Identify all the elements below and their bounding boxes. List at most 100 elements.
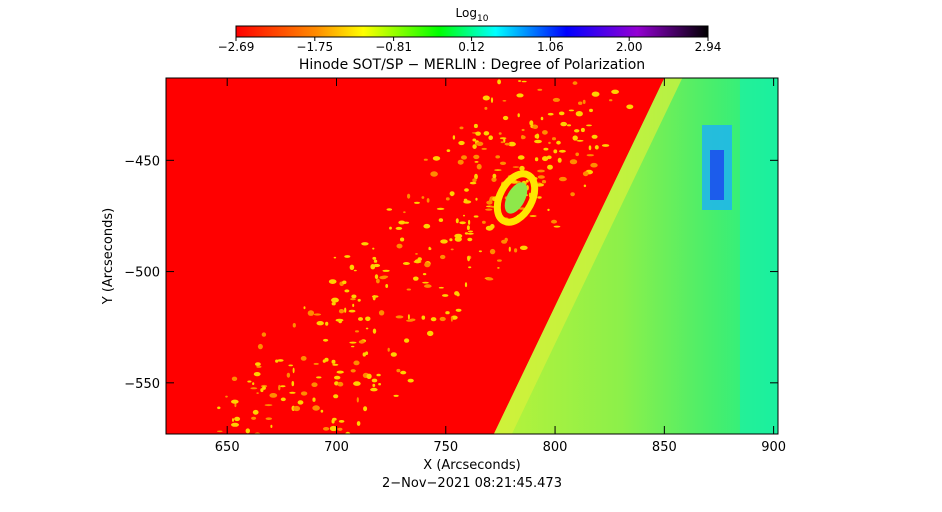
plage-speckle bbox=[518, 80, 522, 82]
plage-speckle bbox=[287, 446, 289, 451]
plage-speckle bbox=[458, 140, 465, 146]
plage-speckle bbox=[269, 394, 277, 397]
x-tick-label: 700 bbox=[324, 440, 349, 455]
plage-speckle bbox=[574, 129, 580, 133]
plage-speckle bbox=[473, 123, 478, 129]
plage-speckle bbox=[349, 341, 357, 344]
plage-speckle bbox=[312, 397, 316, 402]
plage-speckle bbox=[323, 427, 330, 431]
plage-speckle bbox=[353, 269, 357, 272]
plage-speckle bbox=[358, 340, 365, 344]
plage-speckle bbox=[521, 80, 527, 83]
plage-speckle bbox=[541, 180, 547, 184]
plage-speckle bbox=[228, 435, 235, 437]
plage-speckle bbox=[463, 214, 465, 217]
plage-speckle bbox=[234, 403, 237, 408]
plage-speckle bbox=[231, 399, 239, 404]
plage-speckle bbox=[352, 303, 355, 307]
plage-speckle bbox=[402, 262, 410, 265]
plage-speckle bbox=[553, 149, 558, 154]
colorbar-tick-label: 1.06 bbox=[537, 40, 564, 54]
colorbar-tick-label: 2.94 bbox=[695, 40, 722, 54]
plage-speckle bbox=[486, 200, 493, 205]
plage-speckle bbox=[286, 372, 291, 378]
chart-title: Hinode SOT/SP − MERLIN : Degree of Polar… bbox=[299, 57, 645, 73]
plage-speckle bbox=[387, 347, 390, 352]
plage-speckle bbox=[351, 345, 355, 348]
plage-speckle bbox=[481, 147, 487, 150]
plage-speckle bbox=[589, 108, 593, 113]
plage-speckle bbox=[542, 130, 548, 135]
plage-speckle bbox=[261, 332, 267, 337]
plage-speckle bbox=[338, 319, 343, 324]
plage-speckle bbox=[521, 135, 526, 140]
plage-speckle bbox=[372, 295, 376, 301]
colorbar-tick-label: −0.81 bbox=[375, 40, 412, 54]
plage-speckle bbox=[390, 352, 397, 357]
colorbar-ticks: −2.69 −1.75 −0.81 0.12 1.06 2.00 2.94 bbox=[218, 37, 722, 54]
plage-speckle bbox=[217, 406, 221, 410]
plage-speckle bbox=[482, 95, 490, 101]
plage-speckle bbox=[504, 237, 508, 242]
plage-speckle bbox=[396, 368, 401, 373]
plage-speckle bbox=[313, 362, 319, 365]
plage-speckle bbox=[474, 173, 478, 180]
plage-speckle bbox=[353, 381, 361, 386]
plage-speckle bbox=[436, 207, 445, 210]
plage-speckles bbox=[217, 79, 634, 451]
colorbar-tick-label: −2.69 bbox=[218, 40, 255, 54]
plage-speckle bbox=[414, 201, 420, 204]
plage-speckle bbox=[552, 137, 556, 141]
plage-speckle bbox=[504, 142, 510, 146]
plage-speckle bbox=[357, 298, 361, 302]
plage-speckle bbox=[430, 171, 438, 177]
plage-speckle bbox=[407, 314, 410, 320]
plot-frame bbox=[165, 77, 779, 435]
plage-speckle bbox=[488, 135, 494, 140]
plage-speckle bbox=[329, 425, 338, 432]
plage-speckle bbox=[427, 330, 434, 337]
plage-speckle bbox=[400, 237, 405, 242]
plage-speckle bbox=[231, 422, 239, 427]
plage-speckle bbox=[254, 432, 261, 434]
plage-speckle bbox=[414, 259, 421, 264]
plage-speckle bbox=[472, 138, 477, 142]
plage-speckle bbox=[423, 158, 428, 161]
plage-speckle bbox=[485, 277, 494, 281]
plage-speckle bbox=[547, 164, 553, 170]
x-tick-label: 750 bbox=[433, 440, 458, 455]
plage-speckle bbox=[389, 226, 392, 230]
plage-speckle bbox=[467, 232, 474, 235]
plage-speckle bbox=[288, 364, 294, 367]
plage-speckle bbox=[516, 93, 524, 98]
plage-speckle bbox=[502, 115, 509, 121]
plage-speckle bbox=[324, 357, 329, 362]
plage-speckle bbox=[473, 215, 479, 218]
plage-speckle bbox=[393, 394, 399, 397]
plage-speckle bbox=[331, 359, 336, 364]
plage-speckle bbox=[373, 259, 378, 263]
plage-speckle bbox=[537, 175, 545, 179]
plage-speckle bbox=[611, 89, 619, 95]
colorbar-tick-label: 0.12 bbox=[458, 40, 485, 54]
plage-speckle bbox=[446, 149, 451, 153]
plage-speckle bbox=[499, 161, 507, 165]
plage-speckle bbox=[521, 128, 525, 132]
plage-speckle bbox=[582, 171, 589, 177]
plage-speckle bbox=[568, 109, 575, 112]
plage-speckle bbox=[234, 416, 241, 422]
plage-speckle bbox=[256, 365, 262, 368]
plage-speckle bbox=[484, 106, 488, 110]
plage-speckle bbox=[291, 381, 295, 387]
colorbar-label: Log10 bbox=[456, 6, 489, 24]
colorbar-tick-label: −1.75 bbox=[296, 40, 333, 54]
plage-speckle bbox=[348, 309, 356, 313]
plage-speckle bbox=[424, 284, 432, 288]
plage-speckle bbox=[432, 156, 441, 161]
plage-speckle bbox=[297, 400, 304, 405]
plage-speckle bbox=[320, 409, 324, 413]
sunspot-ring bbox=[493, 170, 539, 226]
colorbar-gradient bbox=[235, 25, 709, 38]
plage-speckle bbox=[473, 154, 480, 160]
plage-speckle bbox=[409, 318, 416, 322]
